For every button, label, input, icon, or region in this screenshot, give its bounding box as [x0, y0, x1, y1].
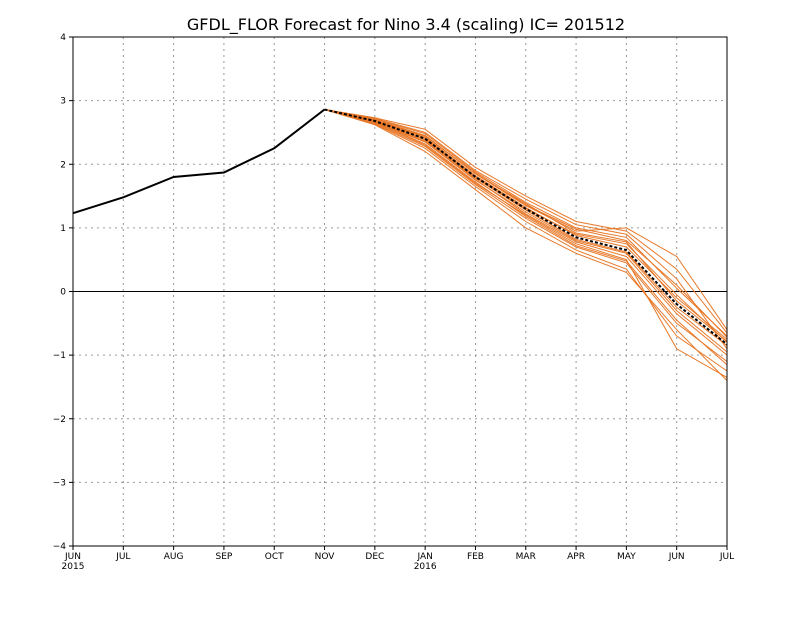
x-tick-label: JAN — [416, 552, 432, 562]
x-year-label: 2015 — [62, 562, 85, 572]
ensemble-member-line — [324, 109, 728, 338]
axes: JUN JUL AUG SEP OCT NOV DEC JAN FEB MAR APR MAY JUN J… — [53, 33, 734, 572]
grid-layer — [73, 37, 727, 546]
x-tick-label: FEB — [467, 552, 484, 562]
plot-frame — [72, 36, 728, 547]
ensemble-member-line — [324, 109, 728, 334]
y-tick-label: −3 — [53, 478, 66, 488]
ensemble-member-line — [324, 109, 728, 356]
x-tick-label: JUN — [64, 552, 81, 562]
ensemble-mean-line — [324, 108, 728, 346]
ensemble-member-line — [324, 109, 728, 350]
ensemble-member-line — [324, 109, 728, 346]
main-lines — [72, 108, 728, 346]
x-tick-label: SEP — [216, 552, 233, 562]
x-tick-label: NOV — [315, 552, 336, 562]
ensemble-member-line — [324, 109, 728, 366]
x-tick-label: JUN — [668, 552, 685, 562]
x-tick-label: MAY — [617, 552, 636, 562]
x-tick-label: AUG — [164, 552, 184, 562]
ensemble-member-line — [324, 109, 728, 372]
y-tick-label: −4 — [53, 542, 67, 552]
x-year-label: 2016 — [414, 562, 437, 572]
x-tick-label: DEC — [365, 552, 384, 562]
x-tick-label: JUL — [719, 552, 734, 562]
y-tick-label: 1 — [60, 224, 66, 234]
ensemble-member-line — [324, 109, 728, 353]
ensemble-member-line — [324, 109, 728, 342]
observed-line — [72, 108, 326, 215]
y-tick-label: 4 — [60, 33, 66, 43]
chart-title: GFDL_FLOR Forecast for Nino 3.4 (scaling… — [187, 15, 625, 35]
y-tick-label: −2 — [53, 415, 66, 425]
ensemble-member-line — [324, 109, 728, 362]
x-tick-label: JUL — [115, 552, 130, 562]
ensemble-member-line — [324, 109, 728, 381]
y-tick-label: 2 — [60, 160, 66, 170]
x-tick-label: APR — [567, 552, 585, 562]
y-tick-label: −1 — [53, 351, 66, 361]
ensemble-members — [324, 109, 728, 381]
y-tick-label: 0 — [60, 288, 66, 298]
x-tick-label: MAR — [516, 552, 536, 562]
ensemble-member-line — [324, 109, 728, 337]
y-tick-label: 3 — [60, 97, 66, 107]
x-tick-label: OCT — [265, 552, 284, 562]
